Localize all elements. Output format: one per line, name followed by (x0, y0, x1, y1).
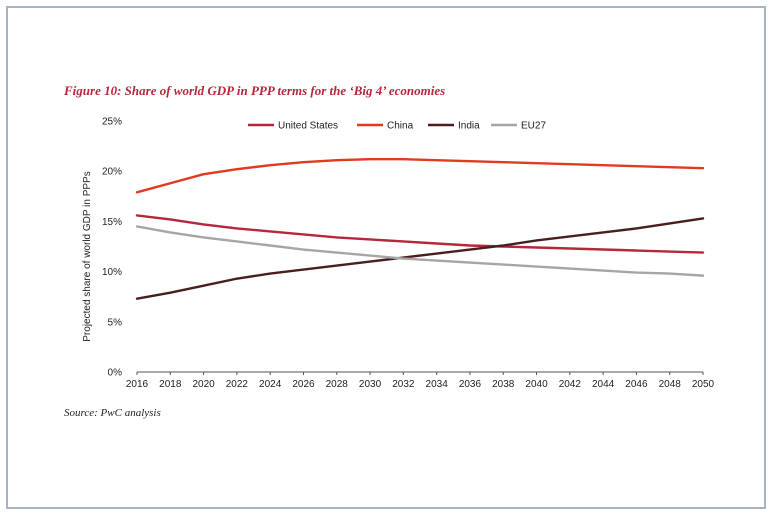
series-line-united-states (135, 214, 705, 254)
y-tick-label: 10% (102, 267, 122, 278)
figure-title: Figure 10: Share of world GDP in PPP ter… (64, 83, 446, 98)
legend-label: China (387, 121, 414, 132)
legend: United States China India EU27 (248, 121, 546, 132)
legend-label: EU27 (521, 121, 546, 132)
x-tick-label: 2022 (226, 379, 249, 390)
legend-label: United States (278, 121, 338, 132)
x-tick-label: 2018 (159, 379, 182, 390)
source-note: Source: PwC analysis (64, 407, 161, 419)
x-tick-label: 2040 (525, 379, 548, 390)
x-tick-label: 2046 (625, 379, 648, 390)
series-line-china (135, 157, 705, 194)
x-tick-label: 2024 (259, 379, 282, 390)
series-lines (135, 157, 705, 300)
x-tick-label: 2050 (692, 379, 715, 390)
y-tick-label: 15% (102, 217, 122, 228)
x-axis-ticks: 2016 2018 2020 2022 2024 2026 2028 2030 2032 2034… (126, 372, 715, 390)
y-tick-label: 25% (102, 117, 122, 128)
y-tick-label: 5% (108, 317, 123, 328)
x-tick-label: 2048 (659, 379, 682, 390)
x-tick-label: 2030 (359, 379, 382, 390)
x-tick-label: 2032 (392, 379, 415, 390)
x-tick-label: 2026 (292, 379, 315, 390)
x-tick-label: 2042 (559, 379, 582, 390)
x-tick-label: 2044 (592, 379, 615, 390)
series-line-india (135, 217, 705, 300)
x-tick-label: 2036 (459, 379, 482, 390)
y-axis-label: Projected share of world GDP in PPPs (82, 171, 93, 341)
series-line-eu27 (135, 225, 705, 277)
x-tick-label: 2034 (426, 379, 449, 390)
x-tick-label: 2020 (192, 379, 215, 390)
legend-label: India (458, 121, 480, 132)
y-axis-ticks: 0% 5% 10% 15% 20% 25% (102, 117, 122, 379)
x-tick-label: 2028 (326, 379, 349, 390)
y-tick-label: 20% (102, 167, 122, 178)
x-tick-label: 2016 (126, 379, 149, 390)
y-tick-label: 0% (108, 368, 123, 379)
x-tick-label: 2038 (492, 379, 515, 390)
